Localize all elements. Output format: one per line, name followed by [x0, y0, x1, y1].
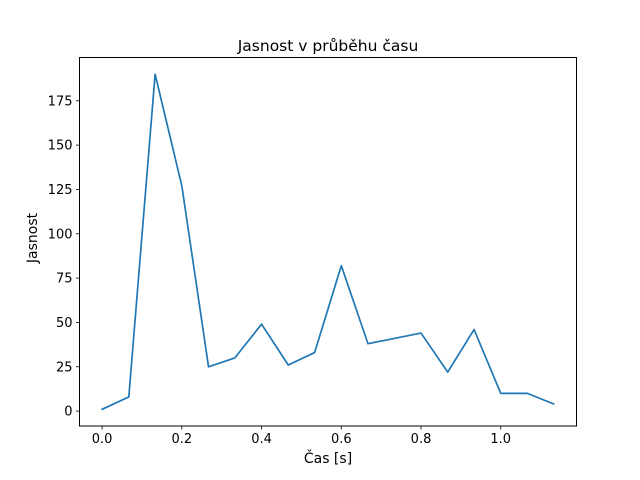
data-line	[101, 73, 555, 411]
y-tick-label: 50	[56, 316, 73, 331]
x-tick-label: 0.8	[411, 432, 432, 447]
y-tick-label: 0	[64, 405, 72, 420]
y-tick-label: 25	[56, 360, 73, 375]
y-tick-label: 75	[56, 272, 73, 287]
plot-area	[79, 57, 577, 427]
y-tick-label: 175	[48, 94, 73, 109]
chart-title: Jasnost v průběhu času	[237, 37, 419, 55]
y-tick-label: 100	[48, 227, 73, 242]
y-axis-label: Jasnost	[25, 212, 41, 264]
x-tick-label: 0.0	[92, 432, 113, 447]
x-tick-label: 1.0	[490, 432, 511, 447]
x-tick-label: 0.4	[251, 432, 272, 447]
y-tick-label: 150	[48, 139, 73, 154]
y-tick-label: 125	[48, 183, 73, 198]
x-tick-label: 0.6	[331, 432, 352, 447]
x-axis-label: Čas [s]	[303, 451, 353, 467]
x-tick-label: 0.2	[171, 432, 192, 447]
